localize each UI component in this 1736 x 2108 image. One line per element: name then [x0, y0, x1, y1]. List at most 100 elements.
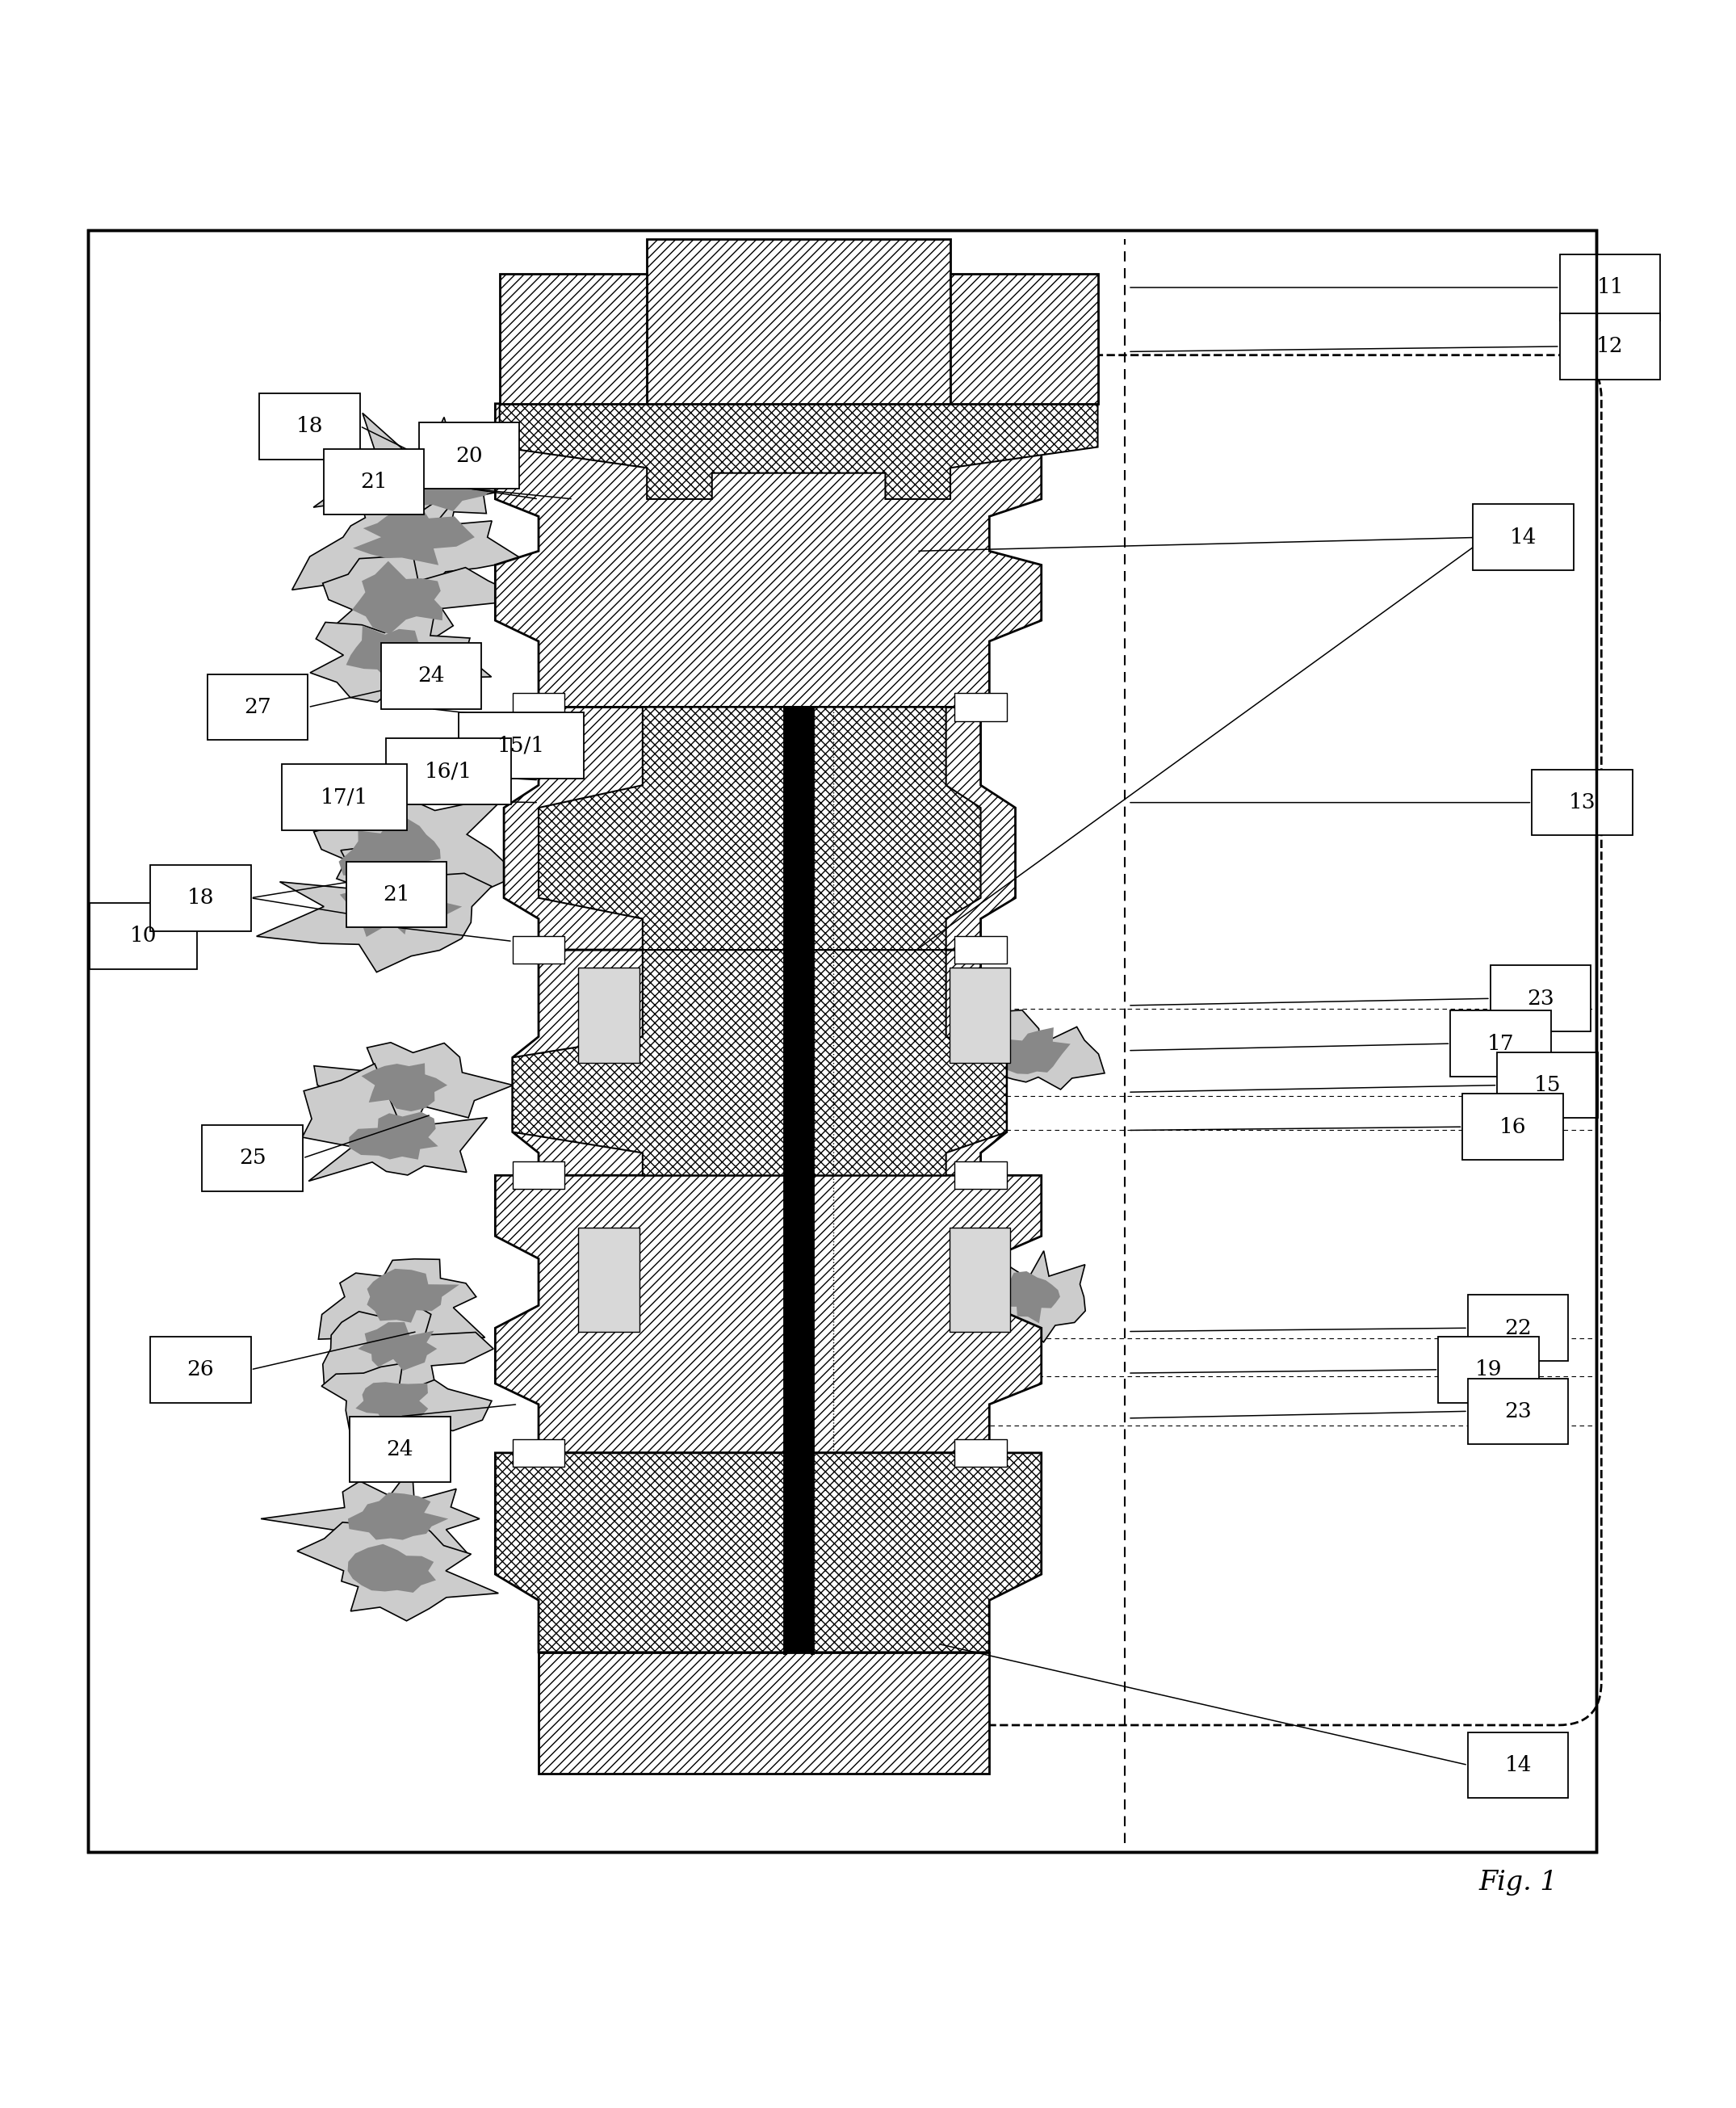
- Polygon shape: [319, 557, 528, 672]
- Polygon shape: [512, 951, 1007, 1176]
- Bar: [1474, 504, 1573, 569]
- Bar: [578, 1227, 639, 1332]
- Polygon shape: [318, 1258, 484, 1364]
- Polygon shape: [967, 1250, 1085, 1345]
- Bar: [89, 230, 1595, 1851]
- Bar: [281, 765, 406, 831]
- Polygon shape: [347, 1492, 448, 1539]
- Polygon shape: [302, 1065, 488, 1180]
- Text: 14: 14: [1505, 1756, 1531, 1775]
- Polygon shape: [345, 626, 427, 683]
- Bar: [323, 449, 424, 514]
- Text: 23: 23: [1505, 1402, 1531, 1421]
- Text: 22: 22: [1505, 1318, 1531, 1339]
- Text: 24: 24: [418, 666, 444, 685]
- Text: 13: 13: [1569, 793, 1595, 812]
- Bar: [207, 675, 307, 740]
- Bar: [955, 936, 1007, 963]
- Bar: [1469, 1294, 1568, 1362]
- Text: 15: 15: [1535, 1075, 1561, 1096]
- Polygon shape: [340, 881, 462, 936]
- Polygon shape: [996, 1271, 1061, 1324]
- Polygon shape: [321, 1364, 491, 1444]
- Text: 25: 25: [240, 1149, 266, 1168]
- Bar: [201, 1126, 302, 1191]
- Bar: [1559, 314, 1660, 379]
- Text: 20: 20: [455, 445, 483, 466]
- Bar: [512, 1162, 564, 1189]
- Bar: [950, 1227, 1010, 1332]
- Polygon shape: [361, 1062, 448, 1111]
- Text: 17/1: 17/1: [321, 786, 368, 807]
- Text: 12: 12: [1597, 337, 1623, 356]
- Bar: [1498, 1052, 1597, 1117]
- Text: 16: 16: [1500, 1117, 1526, 1136]
- Polygon shape: [352, 561, 443, 635]
- Polygon shape: [314, 778, 517, 906]
- Text: 11: 11: [1597, 278, 1623, 297]
- Bar: [500, 274, 648, 403]
- Text: 16/1: 16/1: [425, 761, 472, 782]
- Text: 17: 17: [1488, 1033, 1514, 1054]
- Bar: [1533, 769, 1632, 835]
- Polygon shape: [512, 951, 1007, 1176]
- Text: 23: 23: [1528, 989, 1554, 1008]
- Bar: [955, 694, 1007, 721]
- Polygon shape: [495, 1176, 1042, 1452]
- Polygon shape: [339, 818, 441, 881]
- Polygon shape: [323, 1303, 493, 1400]
- Bar: [785, 706, 812, 1653]
- Bar: [151, 1336, 250, 1402]
- Bar: [512, 1440, 564, 1467]
- Text: 15/1: 15/1: [498, 736, 545, 755]
- Bar: [458, 713, 583, 778]
- Polygon shape: [347, 1543, 436, 1594]
- Text: 18: 18: [297, 415, 323, 436]
- Bar: [349, 1417, 450, 1482]
- Bar: [1469, 1379, 1568, 1444]
- Bar: [955, 1162, 1007, 1189]
- Bar: [1439, 1336, 1540, 1402]
- Polygon shape: [311, 609, 491, 702]
- Polygon shape: [998, 1027, 1071, 1075]
- Bar: [1469, 1733, 1568, 1798]
- Text: 14: 14: [1510, 527, 1536, 548]
- Bar: [380, 643, 481, 708]
- Text: 26: 26: [187, 1360, 214, 1381]
- Polygon shape: [314, 1043, 514, 1128]
- Polygon shape: [349, 1111, 437, 1159]
- Polygon shape: [297, 1516, 498, 1621]
- Polygon shape: [314, 413, 550, 550]
- Polygon shape: [974, 1010, 1104, 1090]
- Bar: [512, 936, 564, 963]
- Text: 18: 18: [187, 887, 214, 909]
- Bar: [345, 862, 446, 928]
- Bar: [950, 274, 1097, 403]
- Text: 24: 24: [387, 1440, 413, 1459]
- Bar: [950, 968, 1010, 1062]
- Polygon shape: [373, 449, 496, 512]
- Polygon shape: [358, 1322, 437, 1370]
- Polygon shape: [292, 474, 523, 592]
- Bar: [385, 738, 510, 805]
- Text: 21: 21: [384, 885, 410, 904]
- Polygon shape: [352, 504, 474, 565]
- Polygon shape: [500, 403, 1097, 500]
- Bar: [418, 424, 519, 489]
- Text: 21: 21: [361, 472, 387, 491]
- Bar: [955, 1440, 1007, 1467]
- Text: 10: 10: [130, 925, 156, 946]
- Bar: [151, 864, 250, 932]
- Bar: [512, 694, 564, 721]
- Polygon shape: [356, 1383, 429, 1425]
- Bar: [648, 238, 950, 403]
- Polygon shape: [538, 1653, 990, 1773]
- Text: 19: 19: [1476, 1360, 1502, 1381]
- Bar: [1463, 1094, 1562, 1159]
- Polygon shape: [495, 403, 1042, 706]
- Bar: [90, 902, 198, 970]
- Bar: [89, 230, 1595, 1851]
- Bar: [1559, 255, 1660, 320]
- Bar: [578, 968, 639, 1062]
- Polygon shape: [260, 1467, 479, 1579]
